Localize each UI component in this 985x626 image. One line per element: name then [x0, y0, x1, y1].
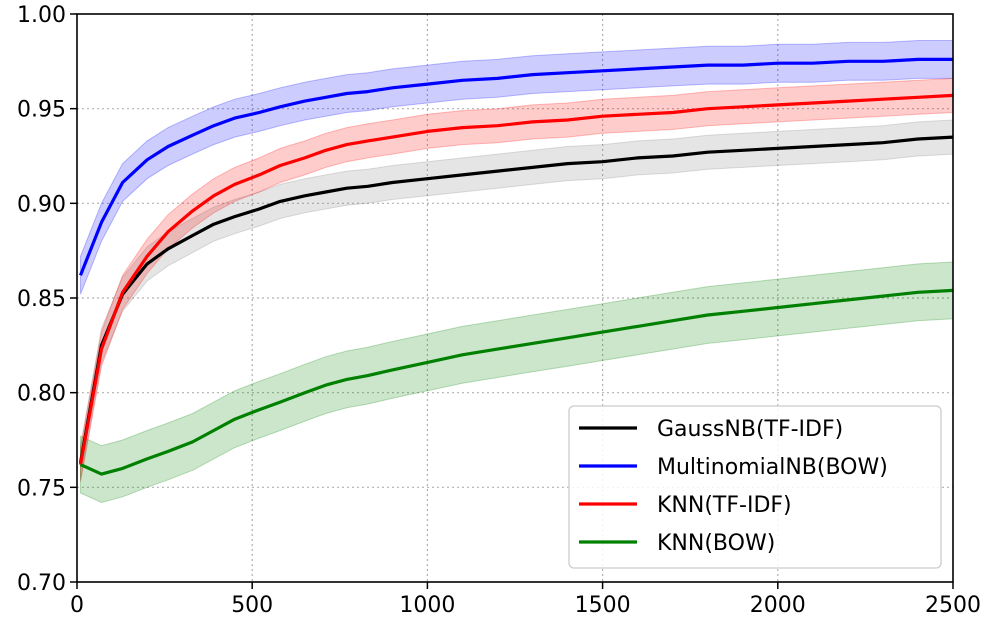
y-tick-label: 0.75 [17, 476, 66, 501]
y-tick-label: 0.90 [17, 192, 66, 217]
y-tick-label: 0.95 [17, 98, 66, 123]
x-tick-label: 1000 [399, 593, 455, 618]
legend-box [568, 405, 942, 569]
series-line-knn-tf-idf [78, 93, 954, 465]
legend-label-multinomialnb-bow: MultinomialNB(BOW) [657, 455, 888, 480]
x-tick-label: 0 [70, 593, 84, 618]
x-tick-label: 2000 [750, 593, 806, 618]
y-tick-label: 0.70 [17, 571, 66, 596]
legend-label-knn-bow: KNN(BOW) [657, 531, 775, 556]
y-axis: 0.70 0.75 0.80 0.85 0.90 0.95 1.00 [17, 3, 77, 596]
x-tick-label: 2500 [925, 593, 981, 618]
x-tick-label: 500 [231, 593, 273, 618]
x-axis: 0 500 1000 1500 2000 2500 [70, 582, 981, 618]
x-tick-label: 1500 [575, 593, 631, 618]
legend-label-gaussnb-tf-idf: GaussNB(TF-IDF) [657, 417, 843, 442]
legend-label-knn-tf-idf: KNN(TF-IDF) [657, 493, 792, 518]
series-line-knn-bow [79, 288, 954, 476]
y-tick-label: 1.00 [17, 3, 66, 28]
series-line-gaussnb-tf-idf [78, 135, 954, 463]
series-lines [78, 57, 954, 476]
series-line-multinomialnb-bow [79, 57, 953, 276]
legend: GaussNB(TF-IDF) MultinomialNB(BOW) KNN(TF-… [568, 405, 942, 569]
y-tick-label: 0.85 [17, 287, 66, 312]
y-tick-label: 0.80 [17, 382, 66, 407]
